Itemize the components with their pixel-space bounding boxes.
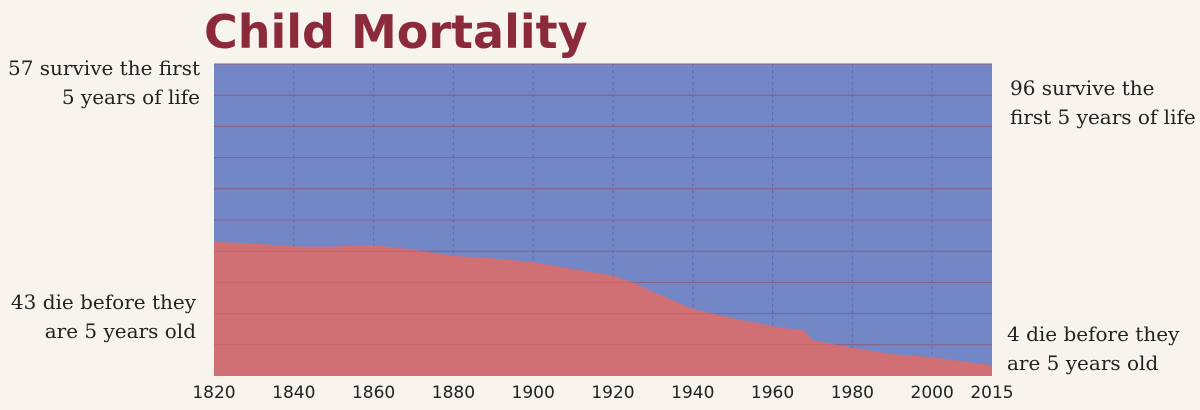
x-tick-label: 1960 <box>751 383 794 403</box>
annotation-left-top: 57 survive the first 5 years of life <box>8 54 200 112</box>
annotation-right-top-line2: first 5 years of life <box>1010 105 1196 129</box>
annotation-left-top-line2: 5 years of life <box>61 85 200 109</box>
die-area <box>214 241 992 376</box>
x-tick-label: 1900 <box>512 383 555 403</box>
annotation-right-bottom: 4 die before they are 5 years old <box>1007 320 1179 378</box>
x-tick-label: 1880 <box>432 383 475 403</box>
x-tick-label: 1860 <box>352 383 395 403</box>
x-tick-label: 1940 <box>671 383 714 403</box>
annotation-right-top-line1: 96 survive the <box>1010 76 1155 100</box>
annotation-left-bottom-line1: 43 die before they <box>10 290 196 314</box>
x-tick-label: 1840 <box>272 383 315 403</box>
annotation-left-bottom: 43 die before they are 5 years old <box>11 288 196 346</box>
x-tick-label: 2000 <box>911 383 954 403</box>
annotation-right-bottom-line2: are 5 years old <box>1007 351 1159 375</box>
x-axis-ticks: 1820 1840 1860 1880 1900 1920 1940 1960 1980 2000… <box>192 383 1013 403</box>
x-tick-label: 1920 <box>591 383 634 403</box>
annotation-right-top: 96 survive the first 5 years of life <box>1010 74 1196 132</box>
chart-title: Child Mortality <box>204 5 588 59</box>
annotation-left-bottom-line2: are 5 years old <box>44 319 196 343</box>
x-tick-label: 1980 <box>831 383 874 403</box>
annotation-left-top-line1: 57 survive the first <box>7 56 200 80</box>
x-tick-label: 1820 <box>192 383 235 403</box>
x-tick-label: 2015 <box>970 383 1013 403</box>
annotation-right-bottom-line1: 4 die before they <box>1007 322 1180 346</box>
